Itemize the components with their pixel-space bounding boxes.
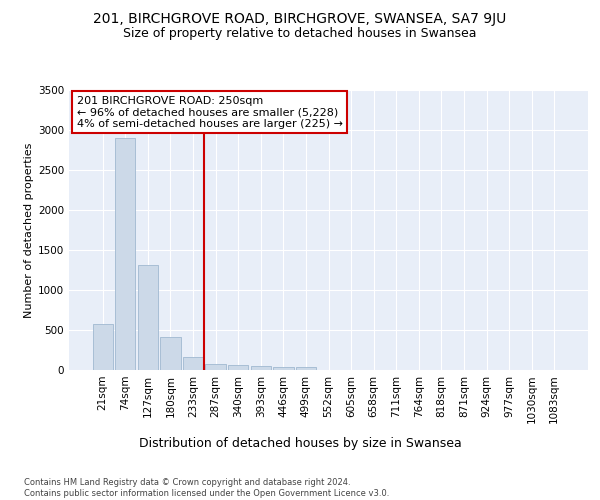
Bar [273, 367, 293, 370]
Text: Distribution of detached houses by size in Swansea: Distribution of detached houses by size … [139, 438, 461, 450]
Text: 201 BIRCHGROVE ROAD: 250sqm
← 96% of detached houses are smaller (5,228)
4% of s: 201 BIRCHGROVE ROAD: 250sqm ← 96% of det… [77, 96, 343, 129]
Y-axis label: Number of detached properties: Number of detached properties [24, 142, 34, 318]
Bar [205, 364, 226, 370]
Bar [138, 265, 158, 370]
Bar [115, 138, 136, 370]
Text: Contains HM Land Registry data © Crown copyright and database right 2024.
Contai: Contains HM Land Registry data © Crown c… [24, 478, 389, 498]
Bar [92, 324, 113, 370]
Bar [183, 357, 203, 370]
Bar [296, 367, 316, 370]
Text: Size of property relative to detached houses in Swansea: Size of property relative to detached ho… [123, 28, 477, 40]
Bar [160, 337, 181, 370]
Bar [228, 365, 248, 370]
Text: 201, BIRCHGROVE ROAD, BIRCHGROVE, SWANSEA, SA7 9JU: 201, BIRCHGROVE ROAD, BIRCHGROVE, SWANSE… [94, 12, 506, 26]
Bar [251, 366, 271, 370]
